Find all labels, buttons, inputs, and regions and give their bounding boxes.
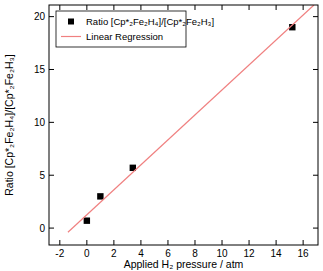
x-tick-top (194, 5, 195, 10)
plot-frame (49, 5, 318, 245)
legend: Ratio [Cp*₂Fe₂H₄]/[Cp*₂Fe₂H₃] Linear Regr… (56, 11, 214, 47)
x-tick-label: 14 (271, 248, 283, 259)
y-tick-right (313, 175, 318, 176)
legend-label: Ratio [Cp*₂Fe₂H₄]/[Cp*₂Fe₂H₃] (86, 16, 214, 27)
y-tick-label: 15 (34, 64, 46, 75)
y-tick-right (313, 122, 318, 123)
x-tick-label: 0 (84, 248, 90, 259)
y-tick (49, 16, 54, 17)
x-tick (276, 240, 277, 245)
legend-marker (68, 19, 74, 25)
legend-label: Linear Regression (86, 31, 163, 42)
x-tick-top (276, 5, 277, 10)
y-tick (49, 122, 54, 123)
data-point (84, 217, 90, 223)
x-tick (86, 240, 87, 245)
x-tick (140, 240, 141, 245)
y-tick-right (313, 69, 318, 70)
y-tick (49, 228, 54, 229)
x-tick (222, 240, 223, 245)
y-tick-right (313, 228, 318, 229)
chart: -2024681012141605101520Applied H₂ pressu… (0, 0, 323, 271)
y-tick-label: 5 (39, 170, 45, 181)
x-tick-label: 2 (111, 248, 117, 259)
x-tick-top (86, 5, 87, 10)
regression-line (68, 5, 314, 232)
x-tick (113, 240, 114, 245)
x-axis-label: Applied H₂ pressure / atm (124, 258, 244, 270)
x-tick-label: 12 (243, 248, 255, 259)
y-tick-right (313, 16, 318, 17)
legend-line (61, 36, 81, 37)
x-tick-top (113, 5, 114, 10)
x-tick (59, 240, 60, 245)
x-tick-label: -2 (55, 248, 64, 259)
y-axis-label: Ratio [Cp*₂Fe₂H₄]/[Cp*₂Fe₂H₃] (3, 54, 15, 196)
x-tick-top (167, 5, 168, 10)
y-tick (49, 175, 54, 176)
data-point (97, 193, 103, 199)
x-tick (194, 240, 195, 245)
y-tick (49, 69, 54, 70)
x-tick-top (249, 5, 250, 10)
x-tick (167, 240, 168, 245)
x-tick (303, 240, 304, 245)
y-tick-label: 10 (34, 117, 46, 128)
x-tick (249, 240, 250, 245)
plot-marks (68, 5, 314, 232)
x-tick-label: 16 (298, 248, 310, 259)
y-tick-label: 20 (34, 11, 46, 22)
x-tick-top (59, 5, 60, 10)
x-tick-top (140, 5, 141, 10)
y-tick-label: 0 (39, 223, 45, 234)
x-tick-top (303, 5, 304, 10)
x-tick-top (222, 5, 223, 10)
